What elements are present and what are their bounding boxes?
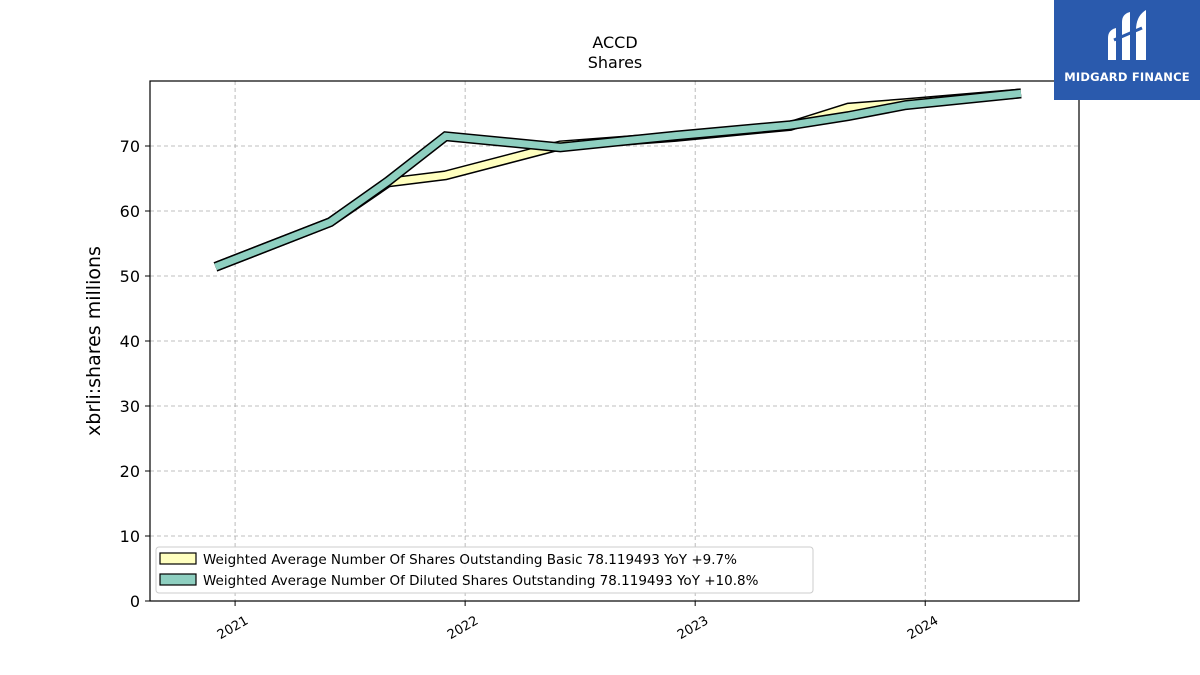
y-tick-label: 10 [120, 527, 140, 546]
y-tick-label: 30 [120, 397, 140, 416]
logo-mark-icon [1108, 10, 1146, 60]
y-tick-label: 40 [120, 332, 140, 351]
logo-text: MIDGARD FINANCE [1064, 70, 1190, 84]
y-axis-label: xbrli:shares millions [83, 246, 105, 436]
y-tick-label: 60 [120, 202, 140, 221]
x-tick-label: 2024 [905, 613, 941, 643]
y-axis: 0 10 20 30 40 50 60 70 [120, 137, 150, 611]
legend-box [155, 546, 814, 594]
x-tick-label: 2021 [215, 613, 251, 643]
y-tick-label: 50 [120, 267, 140, 286]
midgard-finance-logo: MIDGARD FINANCE [1054, 0, 1200, 100]
y-tick-label: 20 [120, 462, 140, 481]
plot-frame [149, 80, 1080, 602]
y-tick-label: 0 [130, 592, 140, 611]
x-tick-label: 2022 [445, 613, 481, 643]
legend-swatch-diluted [159, 573, 197, 586]
x-tick-label: 2023 [675, 613, 711, 643]
series-group [213, 88, 1022, 272]
x-axis: 2021 2022 2023 2024 [215, 601, 941, 643]
chart-title: ACCD [592, 33, 637, 52]
series-outline-basic [213, 88, 1022, 272]
series-outline-diluted [213, 88, 1022, 272]
series-line-diluted [214, 89, 1022, 271]
legend-label-diluted: Weighted Average Number Of Diluted Share… [203, 573, 759, 589]
series-line-basic [214, 89, 1022, 271]
legend-label-basic: Weighted Average Number Of Shares Outsta… [203, 552, 737, 568]
grid [150, 81, 1079, 601]
y-tick-label: 70 [120, 137, 140, 156]
legend-swatch-basic [159, 552, 197, 565]
legend: Weighted Average Number Of Shares Outsta… [155, 546, 814, 594]
chart-subtitle: Shares [588, 53, 643, 72]
